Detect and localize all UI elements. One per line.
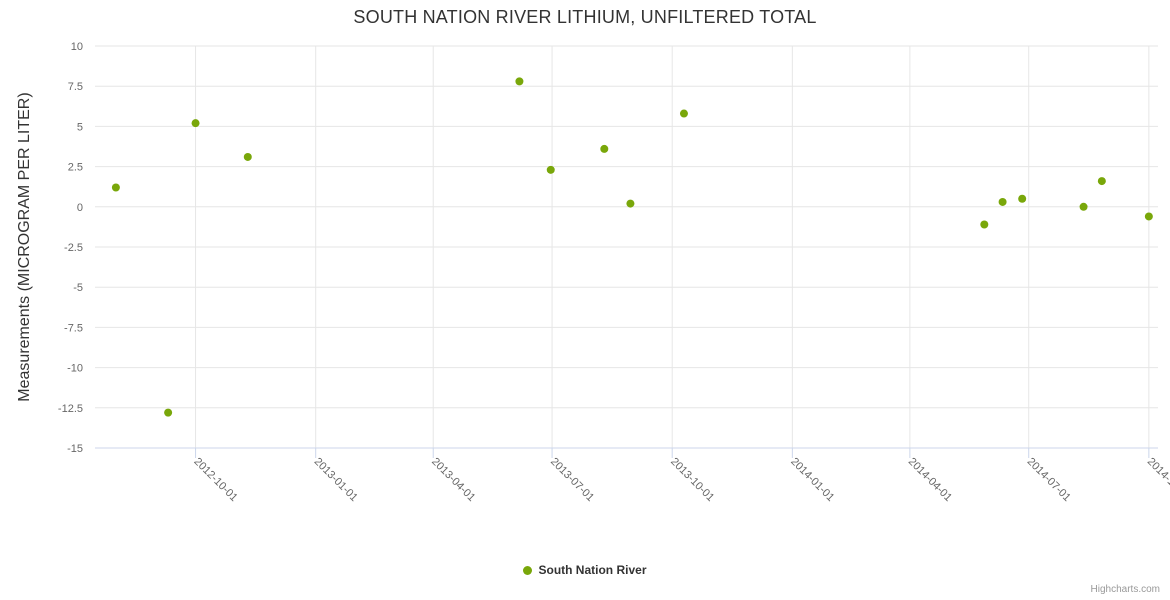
x-axis-tick-label: 2013-04-01: [429, 456, 477, 504]
y-axis-tick-label: -15: [67, 443, 83, 455]
x-axis-tick-label: 2013-01-01: [312, 456, 360, 504]
x-axis-tick-label: 2014-04-01: [906, 456, 954, 504]
data-point[interactable]: [243, 152, 252, 161]
x-axis-tick-label: 2013-10-01: [668, 456, 716, 504]
data-point[interactable]: [191, 119, 200, 128]
y-axis-tick-label: -7.5: [64, 322, 83, 334]
data-point[interactable]: [626, 199, 635, 208]
x-axis-tick-label: 2014-07-01: [1025, 456, 1073, 504]
y-axis-tick-label: 10: [71, 41, 83, 53]
data-point[interactable]: [1144, 212, 1153, 221]
data-point[interactable]: [998, 197, 1007, 206]
legend-item[interactable]: South Nation River: [0, 563, 1170, 577]
legend-marker-icon: [523, 565, 533, 575]
x-axis-tick-label: 2014-10-01: [1145, 456, 1170, 504]
x-axis-tick-label: 2012-10-01: [191, 456, 239, 504]
x-axis-tick-label: 2014-01-01: [788, 456, 836, 504]
y-axis-tick-label: 2.5: [68, 162, 83, 174]
data-point[interactable]: [1097, 177, 1106, 186]
data-point[interactable]: [980, 220, 989, 229]
y-axis-tick-label: -2.5: [64, 242, 83, 254]
data-point[interactable]: [1018, 194, 1027, 203]
x-axis-tick-label: 2013-07-01: [548, 456, 596, 504]
data-point[interactable]: [111, 183, 120, 192]
chart-title: SOUTH NATION RIVER LITHIUM, UNFILTERED T…: [353, 7, 817, 27]
data-point[interactable]: [164, 408, 173, 417]
legend-label: South Nation River: [538, 563, 647, 577]
highcharts-credits-link[interactable]: Highcharts.com: [1090, 584, 1160, 595]
data-point[interactable]: [546, 165, 555, 174]
y-axis-tick-label: -12.5: [58, 403, 83, 415]
data-point[interactable]: [1079, 202, 1088, 211]
data-point[interactable]: [679, 109, 688, 118]
y-axis-tick-label: -10: [67, 363, 83, 375]
y-axis-tick-label: -5: [73, 282, 83, 294]
data-point[interactable]: [600, 144, 609, 153]
y-axis-tick-label: 5: [77, 121, 83, 133]
y-axis-tick-label: 7.5: [68, 81, 83, 93]
y-axis-tick-label: 0: [77, 202, 83, 214]
data-point[interactable]: [515, 77, 524, 86]
